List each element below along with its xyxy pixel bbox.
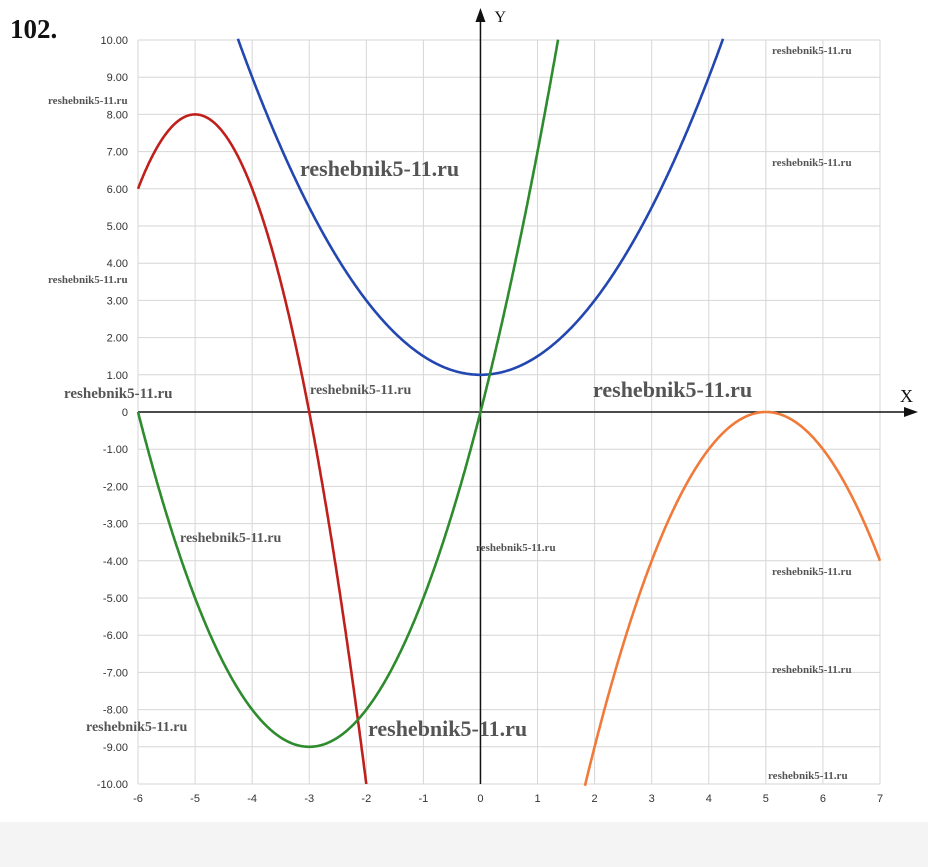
- x-tick-label: 3: [649, 793, 655, 805]
- x-tick-label: -1: [418, 793, 428, 805]
- y-tick-label: -4.00: [103, 556, 128, 568]
- x-tick-label: -3: [304, 793, 314, 805]
- x-tick-label: 1: [534, 793, 540, 805]
- watermark-text: reshebnik5-11.ru: [772, 157, 852, 169]
- x-tick-label: -4: [247, 793, 257, 805]
- orange-parabola: [583, 410, 882, 787]
- watermark-text: reshebnik5-11.ru: [772, 664, 852, 676]
- watermark-text: reshebnik5-11.ru: [476, 542, 556, 554]
- x-tick-label: -6: [133, 793, 143, 805]
- problem-number: 102.: [10, 14, 58, 44]
- x-tick-label: -2: [361, 793, 371, 805]
- watermark-text: reshebnik5-11.ru: [772, 566, 852, 578]
- y-tick-label: 6.00: [107, 184, 128, 196]
- x-tick-label: 5: [763, 793, 769, 805]
- y-tick-label: 8.00: [107, 109, 128, 121]
- y-tick-label: 9.00: [107, 72, 128, 84]
- watermark-text: reshebnik5-11.ru: [48, 274, 128, 286]
- green-parabola: [136, 39, 560, 749]
- x-axis-label: X: [900, 386, 913, 406]
- watermark-text: reshebnik5-11.ru: [64, 386, 173, 402]
- watermark-text: reshebnik5-11.ru: [180, 531, 281, 546]
- y-tick-label: -7.00: [103, 667, 128, 679]
- x-tick-label: 6: [820, 793, 826, 805]
- x-axis-arrow-icon: [904, 407, 918, 417]
- y-tick-label: -5.00: [103, 593, 128, 605]
- footer-strip: [0, 822, 928, 867]
- watermark-text: reshebnik5-11.ru: [593, 377, 752, 402]
- y-tick-label: -9.00: [103, 742, 128, 754]
- y-tick-label: 10.00: [100, 35, 128, 47]
- y-tick-label: 1.00: [107, 370, 128, 382]
- y-tick-label: -3.00: [103, 519, 128, 531]
- y-tick-label: -8.00: [103, 705, 128, 717]
- watermark-text: reshebnik5-11.ru: [48, 95, 128, 107]
- blue-parabola: [236, 38, 725, 377]
- x-tick-label: -5: [190, 793, 200, 805]
- x-tick-label: 7: [877, 793, 883, 805]
- x-tick-label: 0: [477, 793, 483, 805]
- y-tick-label: 3.00: [107, 295, 128, 307]
- watermark-text: reshebnik5-11.ru: [300, 156, 459, 181]
- watermark-text: reshebnik5-11.ru: [768, 770, 848, 782]
- y-tick-label: -6.00: [103, 630, 128, 642]
- y-tick-label: -2.00: [103, 481, 128, 493]
- y-tick-label: 5.00: [107, 221, 128, 233]
- y-tick-label: 4.00: [107, 258, 128, 270]
- y-tick-label: 2.00: [107, 333, 128, 345]
- watermark-text: reshebnik5-11.ru: [310, 383, 411, 398]
- y-axis-label: Y: [494, 9, 506, 26]
- y-axis-arrow-icon: [475, 8, 486, 22]
- y-tick-label: -10.00: [97, 779, 128, 791]
- y-tick-label: -1.00: [103, 444, 128, 456]
- x-tick-label: 4: [706, 793, 712, 805]
- red-parabola: [136, 113, 368, 785]
- watermark-text: reshebnik5-11.ru: [368, 716, 527, 741]
- y-tick-label: 0: [122, 407, 128, 419]
- watermark-text: reshebnik5-11.ru: [772, 45, 852, 57]
- y-tick-label: 7.00: [107, 147, 128, 159]
- watermark-text: reshebnik5-11.ru: [86, 720, 187, 735]
- x-tick-label: 2: [592, 793, 598, 805]
